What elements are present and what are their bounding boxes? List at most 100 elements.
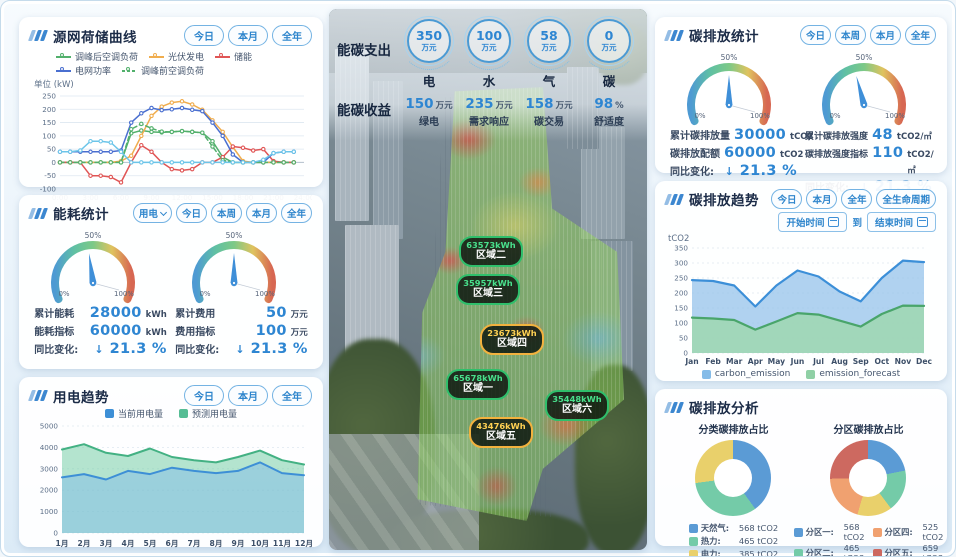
svg-text:50: 50 [47,145,57,154]
stat-unit: tCO2/㎡ [896,132,932,142]
square-marker-icon [872,527,882,537]
svg-text:3000: 3000 [40,464,59,473]
energy-type-select[interactable]: 用电 [132,203,172,223]
legend-item[interactable]: 电网功率 [56,64,111,77]
ctrend-year-button[interactable]: 全年 [841,189,873,209]
panel-bars-icon [663,29,685,41]
svg-text:0: 0 [683,349,688,358]
svg-text:12月: 12月 [295,539,312,548]
panel-bars-icon [663,193,685,205]
ctrend-today-button[interactable]: 今日 [771,189,803,209]
energy-month-button[interactable]: 本月 [245,203,277,223]
stat-value: 30000 [734,127,786,143]
zone-marker-6[interactable]: 35448kWh 区域六 [545,390,609,421]
legend-item[interactable]: 分区五:659 tCO2 [872,543,943,556]
svg-text:Jul: Jul [812,357,824,366]
zone-marker-3[interactable]: 35957kWh 区域三 [456,274,520,305]
legend-item[interactable]: 光伏发电 [149,50,204,63]
legend-item[interactable]: 电力: 385 tCO2 [688,548,778,556]
usage-year-button[interactable]: 全年 [272,385,312,406]
panel-usage-trend: 用电趋势 今日 本月 全年 当前用电量 预测用电量 0 1000 2000 3000 4… [19,377,323,548]
stat-label: 累计能耗 [34,309,75,320]
legend-item[interactable]: 预测用电量 [179,407,237,420]
panel-carbon-trend: 碳排放趋势 今日 本月 全年 全生命周期 开始时间 到 结束时间 tCO2 0 5… [655,181,947,381]
energy-year-button[interactable]: 全年 [280,203,312,223]
stat-value: 110 [872,145,904,161]
svg-text:0%: 0% [694,112,705,120]
calendar-icon [828,217,840,227]
svg-text:10月: 10月 [251,539,269,548]
page-title-energy-stats: 能耗统计 [53,207,109,223]
cstat-year-button[interactable]: 全年 [904,25,936,45]
square-marker-icon [806,369,816,379]
expense-circle: 100 万元 [460,16,518,70]
svg-text:0%: 0% [59,290,70,298]
cstat-today-button[interactable]: 今日 [799,25,831,45]
cstat-week-button[interactable]: 本周 [834,25,866,45]
panel-carbon-analysis: 碳排放分析 分类碳排放占比 天然气: 568 tCO2 热力: 465 tCO2 电… [655,389,947,556]
stat-label: 累计费用 [175,309,216,320]
stat-unit: tCO2 [790,132,814,142]
zone-marker-5[interactable]: 43476kWh 区域五 [469,417,533,448]
zone-marker-4[interactable]: 23673kWh 区域四 [480,324,544,355]
legend-item[interactable]: 分区一: 568 tCO2 [793,522,865,542]
page-title-source-curve: 源网荷储曲线 [53,29,137,46]
energy-gauge-group: 50% 0% 100% 累计能耗 28000 kWh 能耗指标 60000 kWh 同比变化… [34,225,167,359]
cstat-month-button[interactable]: 本月 [869,25,901,45]
usage-today-button[interactable]: 今日 [184,385,224,406]
legend-item[interactable]: emission_forecast [806,369,900,379]
svg-text:300: 300 [674,259,688,268]
income-item-carbon-trade: 158 万元 碳交易 [525,96,573,128]
stat-unit: tCO2 [780,150,804,160]
square-marker-icon [701,369,711,379]
svg-text:Dec: Dec [916,357,932,366]
page-title-carbon-analysis: 碳排放分析 [689,401,759,417]
svg-text:200: 200 [674,289,688,298]
source-today-button[interactable]: 今日 [184,25,224,46]
svg-text:0: 0 [53,529,58,538]
legend-item[interactable]: 分区二:465 tCO2 [793,543,865,556]
legend-item[interactable]: 调峰前空调负荷 [122,64,204,77]
end-date-input[interactable]: 结束时间 [866,212,936,232]
income-item-demand-response: 235 万元 需求响应 [465,96,513,128]
svg-text:-50: -50 [44,171,56,180]
legend-item[interactable]: 储能 [215,50,252,63]
zone-marker-2[interactable]: 63573kWh 区域二 [459,236,523,267]
stat-unit: tCO2/㎡ [907,150,934,176]
legend-item[interactable]: 分区四: 525 tCO2 [872,522,943,542]
panel-bars-icon [663,401,685,413]
svg-text:6月: 6月 [166,539,179,548]
svg-text:150: 150 [42,118,56,127]
svg-text:100%: 100% [885,112,905,120]
svg-text:50%: 50% [721,53,738,62]
page-title-carbon-trend: 碳排放趋势 [689,193,759,209]
square-marker-icon [688,549,698,556]
carbon-amount-gauge: 50% 0% 100% [670,47,797,127]
square-marker-icon [104,409,114,418]
svg-text:Jan: Jan [684,357,698,366]
svg-text:Jun: Jun [790,357,805,366]
svg-text:0%: 0% [200,290,211,298]
ctrend-month-button[interactable]: 本月 [806,189,838,209]
svg-text:0: 0 [51,158,56,167]
usage-month-button[interactable]: 本月 [228,385,268,406]
zone-marker-1[interactable]: 65678kWh 区域一 [446,369,510,400]
ctrend-lifecycle-button[interactable]: 全生命周期 [876,189,936,209]
legend-item[interactable]: carbon_emission [701,369,790,379]
svg-text:Feb: Feb [705,357,721,366]
stat-value: 100 [255,323,287,339]
legend-item[interactable]: 热力: 465 tCO2 [688,535,778,547]
energy-week-button[interactable]: 本周 [210,203,242,223]
energy-cost-gauge: 50% 0% 100% [175,225,308,305]
calendar-icon [917,217,928,227]
svg-text:2000: 2000 [40,486,59,495]
expense-item-water: 100 万元 水 [460,16,518,90]
legend-item[interactable]: 当前用电量 [104,407,163,420]
legend-item[interactable]: 调峰后空调负荷 [56,50,138,63]
svg-text:250: 250 [674,274,688,283]
source-year-button[interactable]: 全年 [272,25,312,46]
energy-today-button[interactable]: 今日 [175,203,207,223]
source-month-button[interactable]: 本月 [228,25,268,46]
legend-item[interactable]: 天然气: 568 tCO2 [688,522,778,534]
start-date-input[interactable]: 开始时间 [778,212,848,232]
